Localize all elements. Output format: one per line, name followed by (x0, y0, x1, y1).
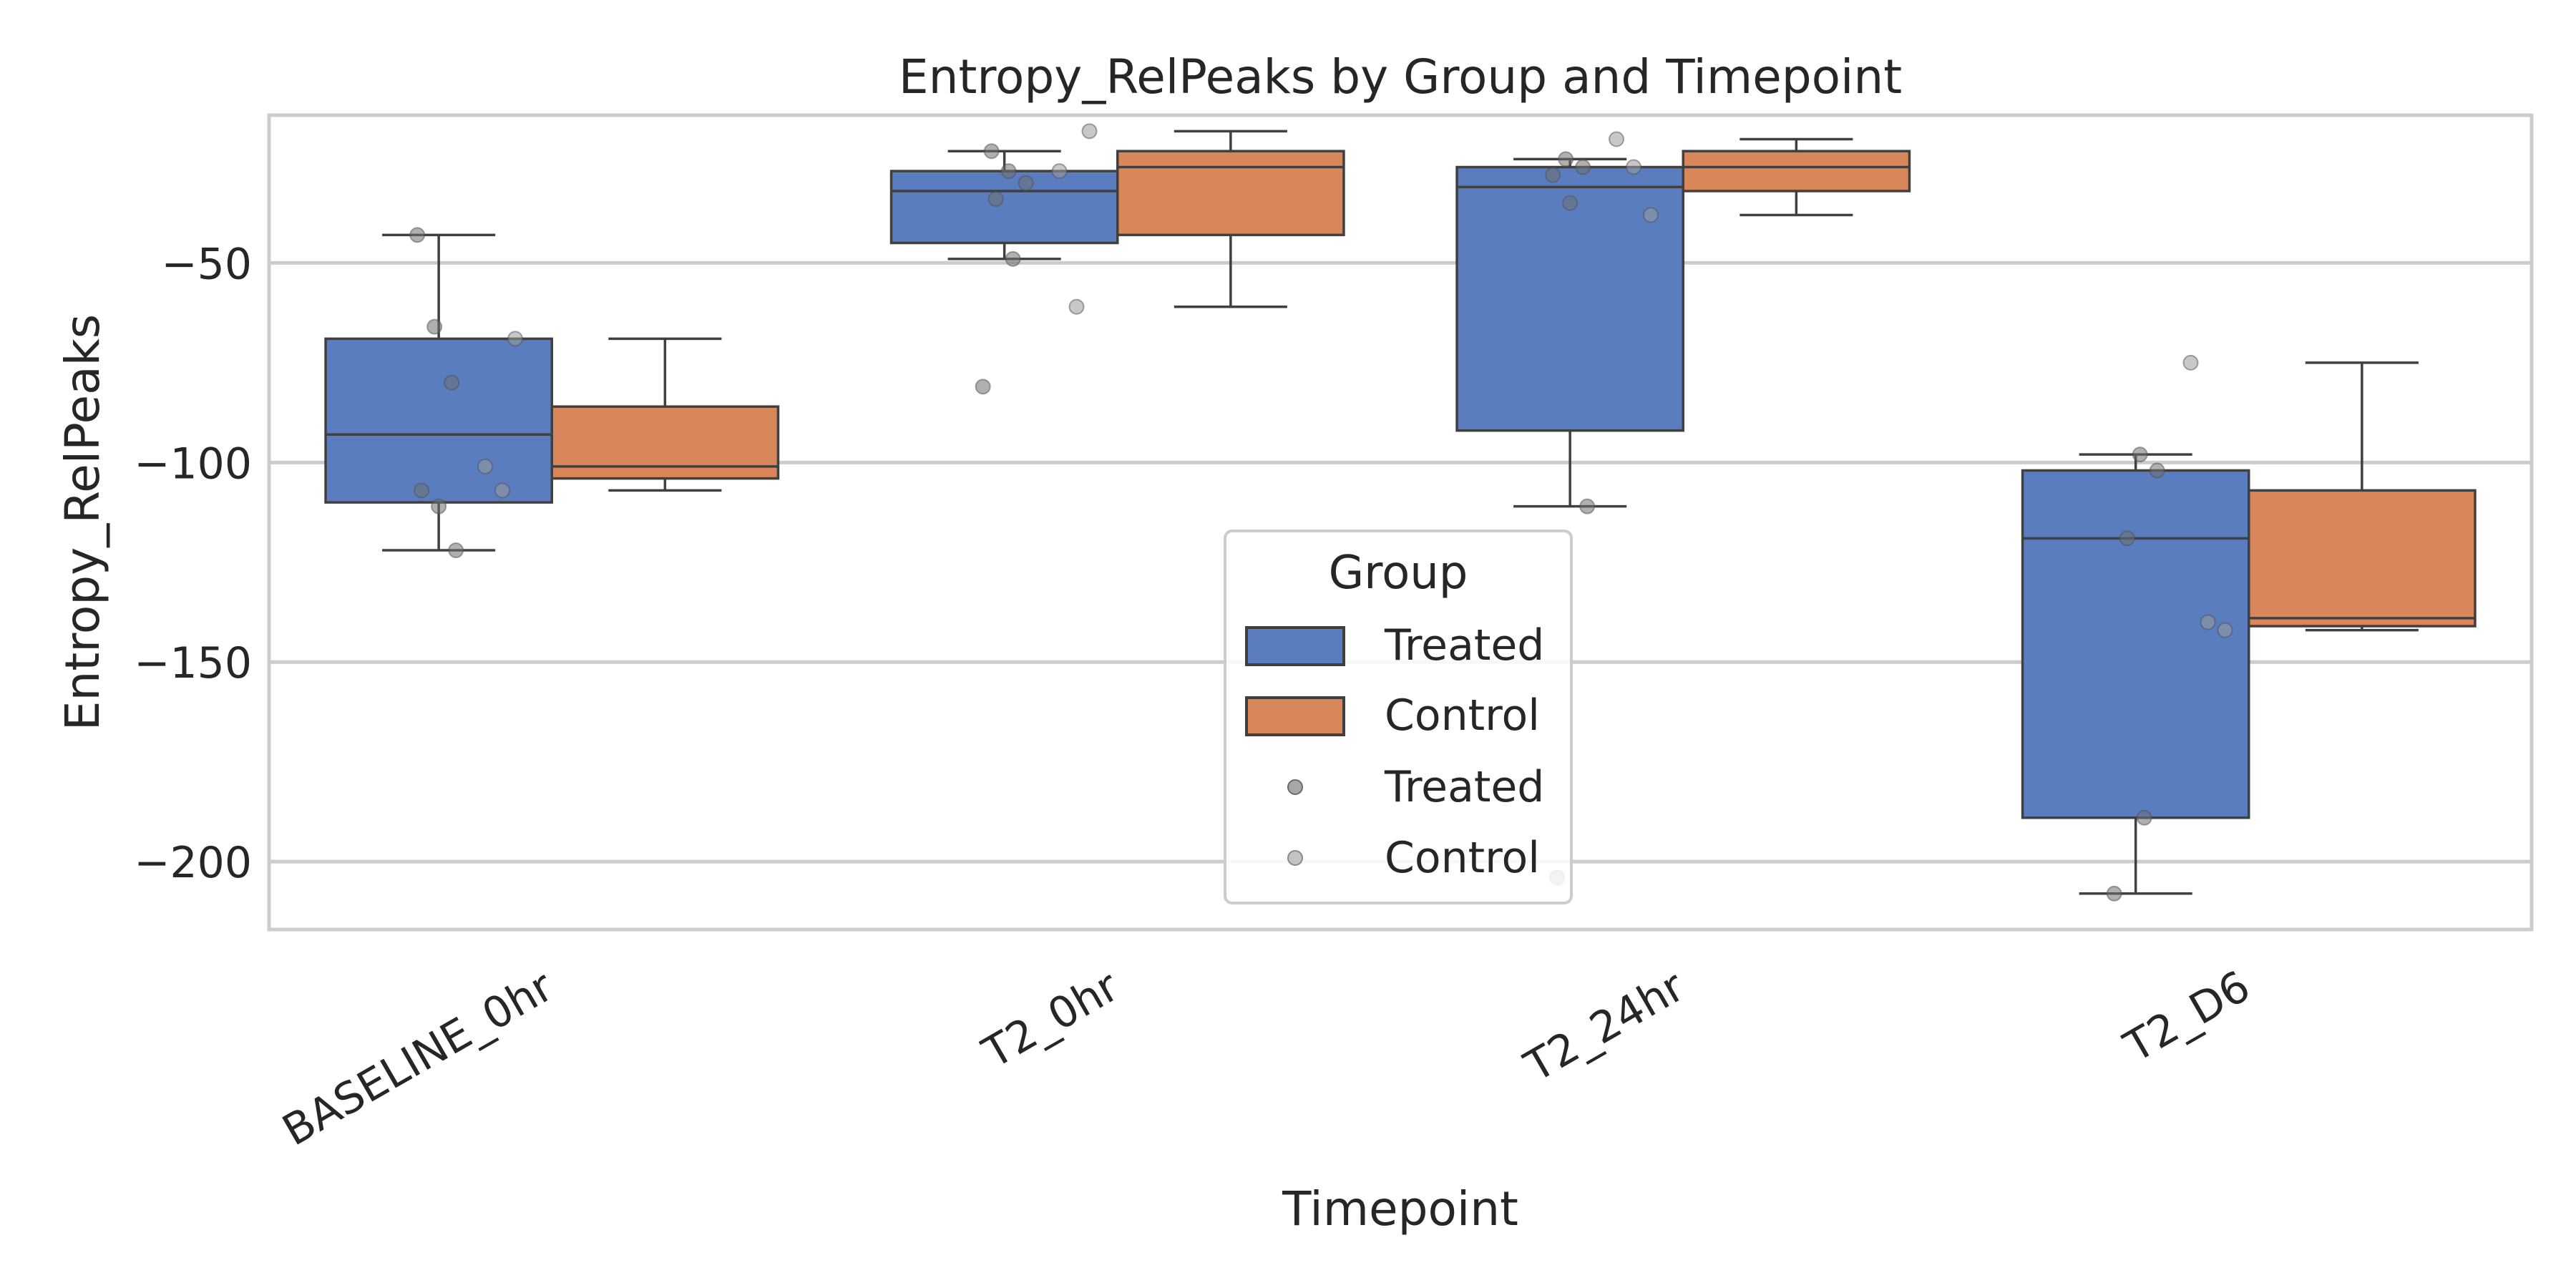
y-tick-label: −200 (134, 838, 252, 888)
iqr-box (324, 337, 553, 504)
y-tick-labels: −50 −100 −150 −200 (134, 239, 252, 888)
data-point-treated (975, 379, 991, 395)
legend-marker-control-point (1287, 850, 1303, 866)
box-control (1682, 137, 1911, 217)
box-treated (2021, 453, 2250, 895)
data-point-control (2182, 354, 2199, 371)
data-point-control (1626, 159, 1642, 175)
chart-title: Entropy_RelPeaks by Group and Timepoint (899, 49, 1902, 104)
legend-swatch-control-box (1245, 696, 1345, 736)
box-control (550, 337, 780, 492)
boxes (324, 130, 2477, 895)
legend-frame (1224, 530, 1573, 904)
data-point-control (494, 482, 511, 499)
box-control (2248, 361, 2477, 632)
strip-points (409, 123, 2233, 902)
data-point-treated (1558, 151, 1574, 167)
legend: Group Treated Control Treated Control (1224, 530, 1573, 904)
legend-label-treated-box: Treated (1384, 620, 1544, 670)
y-tick-label: −150 (134, 638, 252, 688)
data-point-treated (1575, 159, 1591, 175)
iqr-box (2248, 489, 2477, 628)
y-tick-label: −100 (134, 439, 252, 489)
iqr-box (1455, 165, 1685, 432)
iqr-box (2021, 469, 2250, 819)
legend-label-control-point: Control (1385, 833, 1540, 883)
data-point-control (477, 458, 494, 474)
data-point-control (1081, 123, 1098, 140)
data-point-control (1051, 163, 1068, 180)
data-point-treated (1579, 498, 1596, 514)
data-point-control (2217, 622, 2233, 638)
data-point-treated (1018, 175, 1034, 191)
data-point-treated (2136, 809, 2152, 826)
legend-label-treated-point: Treated (1384, 762, 1544, 812)
data-point-treated (1545, 167, 1561, 183)
data-point-treated (987, 191, 1004, 208)
box-treated (324, 233, 553, 552)
data-point-treated (2106, 885, 2122, 902)
y-axis-label: Entropy_RelPeaks (55, 314, 110, 731)
data-point-control (2200, 614, 2216, 630)
data-point-treated (983, 143, 1000, 160)
iqr-box (1116, 150, 1345, 237)
data-point-treated (1562, 195, 1579, 211)
data-point-control (507, 331, 524, 347)
data-point-treated (426, 318, 443, 335)
iqr-box (889, 170, 1119, 245)
data-point-treated (414, 482, 430, 499)
data-point-control (1068, 298, 1085, 315)
y-tick-label: −50 (161, 239, 252, 289)
data-point-treated (444, 374, 460, 391)
data-point-treated (431, 498, 447, 514)
data-point-treated (2119, 530, 2135, 547)
data-point-treated (2132, 447, 2148, 463)
legend-label-control-box: Control (1385, 691, 1540, 741)
legend-title: Group (1329, 547, 1468, 600)
box-control (1116, 130, 1345, 308)
data-point-treated (409, 227, 426, 243)
iqr-box (1682, 150, 1911, 192)
data-point-control (1643, 207, 1659, 223)
data-point-treated (1000, 163, 1017, 180)
plot-frame (267, 113, 2534, 932)
box-treated (889, 150, 1119, 260)
data-point-treated (448, 542, 464, 559)
box-treated (1455, 157, 1685, 508)
legend-marker-treated-point (1287, 779, 1303, 795)
data-point-treated (2149, 462, 2165, 479)
legend-swatch-treated-box (1245, 626, 1345, 666)
data-point-treated (1005, 250, 1021, 267)
data-point-control (1609, 131, 1625, 147)
x-axis-label: Timepoint (1282, 1181, 1518, 1236)
